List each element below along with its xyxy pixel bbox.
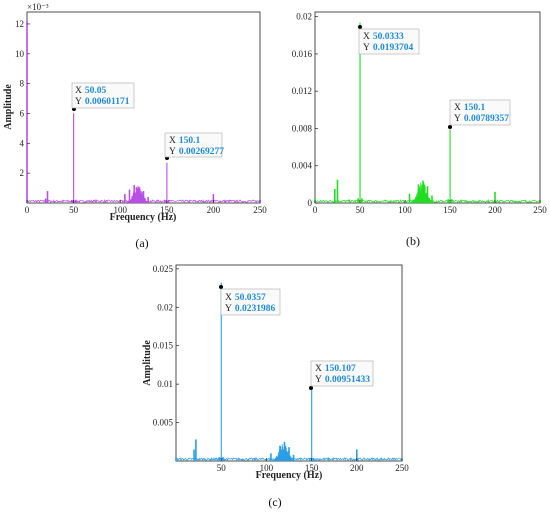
x-tick-label: 250 (253, 205, 267, 215)
y-tick-label: 0.012 (292, 86, 312, 96)
panel-c-x-axis-label: Frequency (Hz) (256, 470, 323, 481)
panel-a-y-axis-label: Amplitude (3, 84, 14, 130)
x-tick-label: 0 (313, 205, 318, 215)
panel-a-y-exponent: ×10⁻³ (27, 2, 49, 12)
y-tick-label: 6 (20, 108, 25, 118)
x-tick-label: 150 (305, 463, 319, 473)
x-tick-label: 50 (69, 205, 79, 215)
panel-c-datatip-1-x: X 50.0357 (225, 293, 266, 303)
x-tick-label: 200 (488, 205, 502, 215)
panel-a-x-ticks: 0 50 100 150 200 250 (25, 200, 267, 215)
panel-c-datatip-2-marker[interactable] (309, 386, 313, 390)
x-tick-label: 50 (356, 205, 366, 215)
y-tick-label: 0.008 (292, 123, 313, 133)
panel-c-datatip-1-box[interactable] (220, 288, 281, 316)
y-tick-label: 2 (20, 168, 25, 178)
panel-c-datatip-2-y: Y 0.00951433 (315, 375, 370, 385)
panel-b-datatip-2-marker[interactable] (448, 125, 452, 129)
panel-b-x-ticks: 0 50 100 150 200 250 (313, 200, 547, 215)
x-tick-label: 50 (217, 463, 227, 473)
panel-b-datatip-1-x: X 50.0333 (363, 32, 404, 42)
panel-a-datatip-1-y: Y 0.00601171 (75, 97, 130, 107)
x-tick-label: 200 (207, 205, 221, 215)
panel-a-plot-area (26, 11, 261, 204)
panel-a-datatip-2-box[interactable] (164, 132, 223, 158)
panel-b-datatip-1-box[interactable] (358, 28, 420, 55)
x-tick-label: 100 (260, 463, 274, 473)
panel-c-datatip-2-x: X 150.107 (315, 364, 356, 374)
y-tick-label: 0.025 (153, 264, 174, 274)
x-tick-label: 100 (398, 205, 412, 215)
panel-b: 0 50 100 150 200 250 0 0.004 0.008 0.012 0.016 0.0… (292, 11, 547, 248)
y-tick-label: 8 (20, 79, 25, 89)
x-tick-label: 100 (113, 205, 127, 215)
panel-b-datatip-2-box[interactable] (449, 99, 511, 126)
panel-b-datatip-2-y: Y 0.00789357 (454, 114, 509, 124)
y-tick-label: 0.005 (153, 418, 174, 428)
panel-a-datatip-1-box[interactable] (71, 82, 135, 109)
panel-c-y-axis-label: Amplitude (142, 340, 153, 386)
y-tick-label: 12 (15, 19, 24, 29)
panel-a-datatip-2-y: Y 0.00269277 (169, 147, 224, 157)
y-tick-label: 10 (15, 49, 25, 59)
x-tick-label: 200 (350, 463, 364, 473)
panel-c-y-ticks: 0.005 0.01 0.015 0.02 0.025 (153, 264, 179, 428)
x-tick-label: 0 (25, 205, 30, 215)
panel-a-caption: (a) (135, 236, 148, 250)
y-tick-label: 0.02 (296, 12, 312, 22)
y-tick-label: 0 (308, 198, 313, 208)
x-tick-label: 250 (395, 463, 409, 473)
y-tick-label: 0.01 (157, 379, 173, 389)
panel-b-datatip-1-marker[interactable] (358, 25, 362, 29)
x-tick-label: 150 (160, 205, 174, 215)
x-tick-label: 150 (443, 205, 457, 215)
panel-b-y-ticks: 0 0.004 0.008 0.012 0.016 0.02 (292, 12, 318, 208)
panel-c: 50 100 150 200 250 0.005 0.01 0.015 0.02 0.025 F… (142, 264, 409, 509)
panel-a-x-axis-label: Frequency (Hz) (110, 212, 177, 223)
panel-c-datatip-2-box[interactable] (310, 360, 374, 387)
panel-a-datatip-2-x: X 150.1 (169, 136, 201, 146)
panel-c-caption: (c) (268, 495, 281, 509)
panel-c-datatip-1-y: Y 0.0231986 (225, 304, 276, 314)
panel-b-datatip-1-y: Y 0.0193704 (363, 43, 414, 53)
panel-a: ×10⁻³ 0 50 100 150 200 250 2 4 6 8 10 12 Frequency… (3, 2, 267, 250)
y-tick-label: 4 (20, 138, 25, 148)
panel-c-x-ticks: 50 100 150 200 250 (217, 458, 409, 473)
panel-b-caption: (b) (406, 234, 420, 248)
panel-a-spectrum (26, 20, 261, 204)
y-tick-label: 0.004 (292, 161, 313, 171)
panel-a-datatip-1-x: X 50.05 (75, 86, 107, 96)
panel-a-y-ticks: 2 4 6 8 10 12 (15, 19, 30, 178)
y-tick-label: 0.015 (153, 341, 174, 351)
panel-b-datatip-2-x: X 150.1 (454, 103, 486, 113)
y-tick-label: 0.02 (157, 302, 173, 312)
panel-c-datatip-1-marker[interactable] (219, 285, 223, 289)
y-tick-label: 0.016 (292, 49, 313, 59)
x-tick-label: 250 (533, 205, 547, 215)
